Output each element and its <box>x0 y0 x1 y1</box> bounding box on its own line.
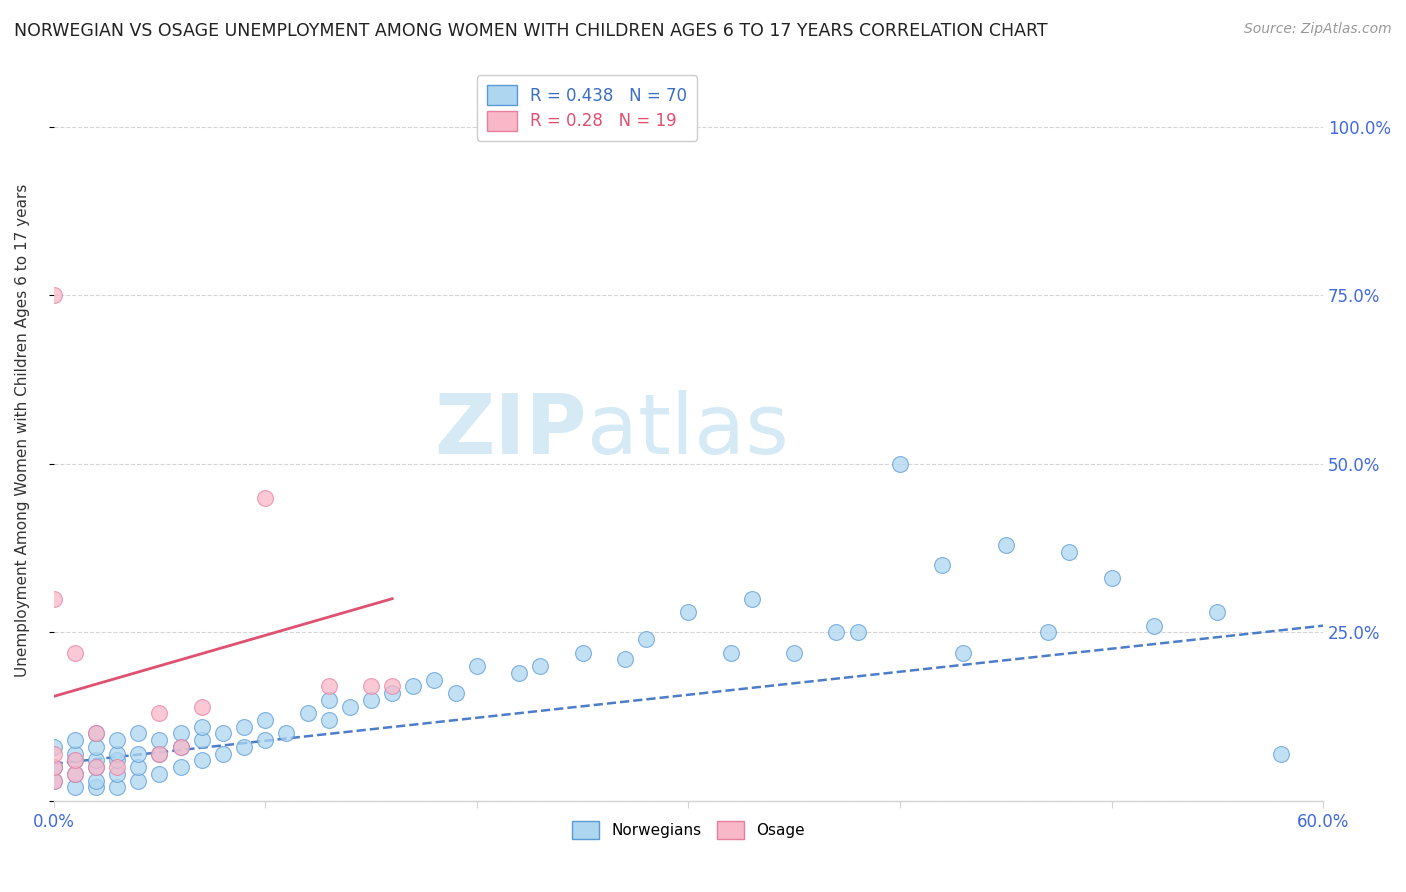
Point <box>84 726 107 740</box>
Point <box>105 747 128 761</box>
Point <box>571 646 593 660</box>
Point <box>148 747 170 761</box>
Point <box>42 773 65 788</box>
Point <box>63 767 86 781</box>
Point <box>1143 618 1166 632</box>
Point <box>190 699 212 714</box>
Point <box>63 733 86 747</box>
Point <box>339 699 361 714</box>
Text: ZIP: ZIP <box>434 390 586 471</box>
Point <box>169 726 191 740</box>
Point <box>783 646 806 660</box>
Point <box>1101 572 1123 586</box>
Point <box>63 780 86 795</box>
Point <box>190 754 212 768</box>
Point <box>105 767 128 781</box>
Point <box>402 679 425 693</box>
Point <box>84 773 107 788</box>
Point <box>1270 747 1292 761</box>
Point <box>276 726 298 740</box>
Point <box>84 726 107 740</box>
Point <box>212 747 235 761</box>
Point <box>318 693 340 707</box>
Point <box>42 773 65 788</box>
Point <box>42 591 65 606</box>
Point <box>127 747 149 761</box>
Point <box>105 754 128 768</box>
Point <box>931 558 953 572</box>
Point <box>233 739 256 754</box>
Point <box>889 457 911 471</box>
Point <box>994 538 1017 552</box>
Point <box>318 679 340 693</box>
Point <box>63 754 86 768</box>
Point <box>233 720 256 734</box>
Point <box>63 767 86 781</box>
Point <box>148 747 170 761</box>
Point <box>381 679 404 693</box>
Point <box>148 767 170 781</box>
Point <box>381 686 404 700</box>
Point <box>508 665 530 680</box>
Point <box>105 733 128 747</box>
Point <box>212 726 235 740</box>
Text: Source: ZipAtlas.com: Source: ZipAtlas.com <box>1244 22 1392 37</box>
Point <box>297 706 319 721</box>
Point <box>127 773 149 788</box>
Point <box>148 733 170 747</box>
Point <box>84 780 107 795</box>
Point <box>127 726 149 740</box>
Legend: Norwegians, Osage: Norwegians, Osage <box>565 815 811 845</box>
Point <box>84 760 107 774</box>
Point <box>127 760 149 774</box>
Point <box>169 739 191 754</box>
Point <box>318 713 340 727</box>
Point <box>1036 625 1059 640</box>
Point <box>148 706 170 721</box>
Point <box>360 693 382 707</box>
Point <box>360 679 382 693</box>
Point <box>529 659 551 673</box>
Point <box>42 739 65 754</box>
Point <box>423 673 446 687</box>
Point <box>1206 605 1229 619</box>
Point <box>42 747 65 761</box>
Point <box>63 646 86 660</box>
Point <box>613 652 636 666</box>
Point <box>444 686 467 700</box>
Point <box>42 288 65 302</box>
Point <box>105 780 128 795</box>
Point <box>42 760 65 774</box>
Point <box>825 625 848 640</box>
Point <box>636 632 658 647</box>
Point <box>741 591 763 606</box>
Point <box>952 646 974 660</box>
Point <box>254 733 277 747</box>
Point <box>169 760 191 774</box>
Point <box>465 659 488 673</box>
Point <box>84 739 107 754</box>
Point <box>42 760 65 774</box>
Point <box>63 747 86 761</box>
Point <box>190 720 212 734</box>
Point <box>254 491 277 505</box>
Point <box>190 733 212 747</box>
Point <box>63 754 86 768</box>
Point <box>1057 544 1080 558</box>
Point <box>720 646 742 660</box>
Point <box>105 760 128 774</box>
Text: NORWEGIAN VS OSAGE UNEMPLOYMENT AMONG WOMEN WITH CHILDREN AGES 6 TO 17 YEARS COR: NORWEGIAN VS OSAGE UNEMPLOYMENT AMONG WO… <box>14 22 1047 40</box>
Point <box>846 625 869 640</box>
Point <box>254 713 277 727</box>
Text: atlas: atlas <box>586 390 789 471</box>
Y-axis label: Unemployment Among Women with Children Ages 6 to 17 years: Unemployment Among Women with Children A… <box>15 184 30 677</box>
Point <box>169 739 191 754</box>
Point <box>84 760 107 774</box>
Point <box>678 605 700 619</box>
Point <box>84 754 107 768</box>
